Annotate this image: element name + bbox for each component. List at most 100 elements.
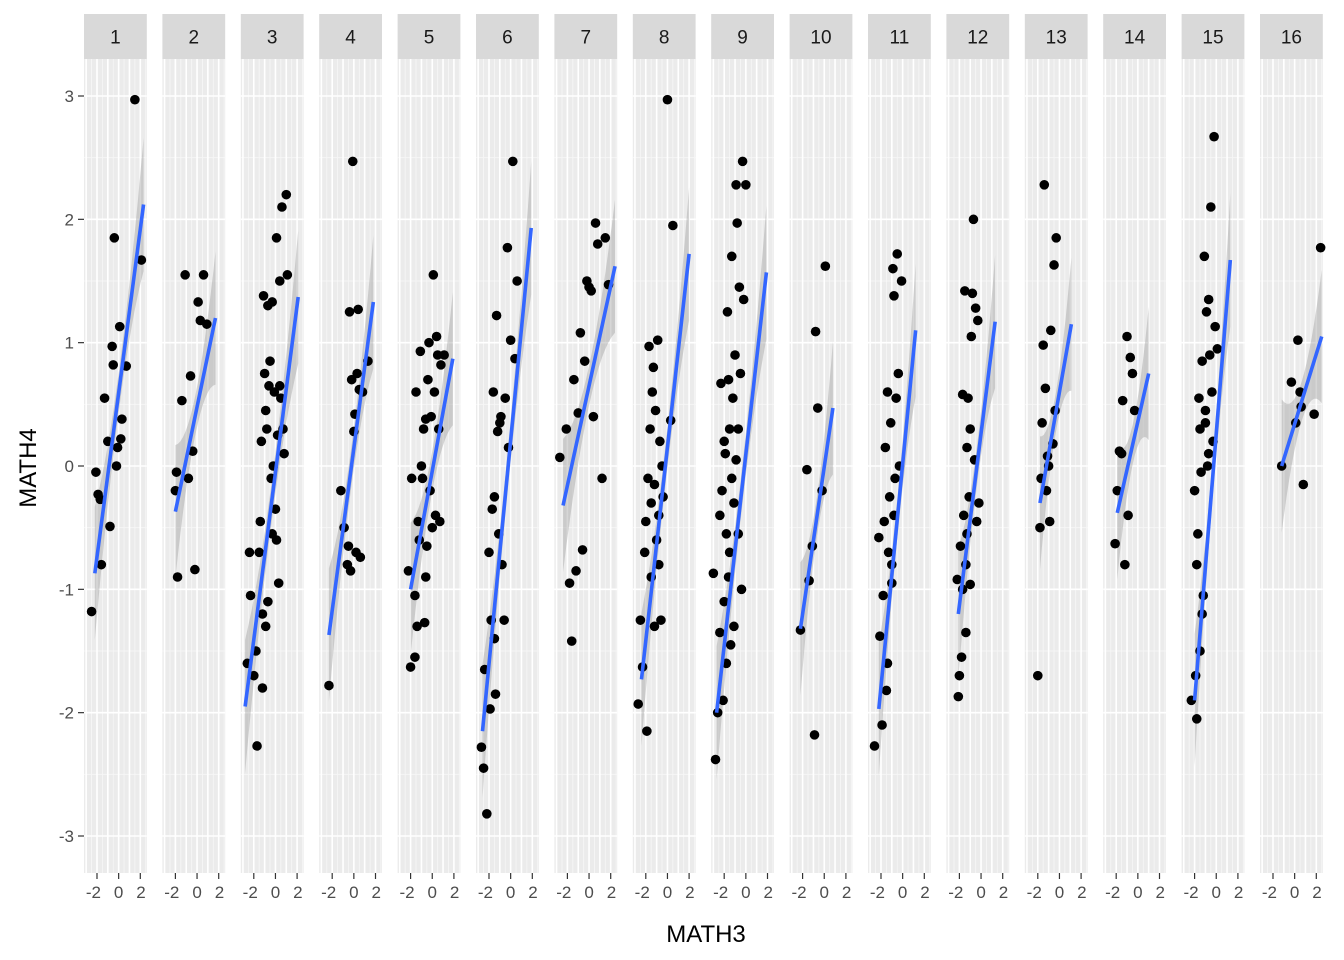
data-point — [878, 590, 888, 601]
data-point — [271, 535, 282, 545]
data-point — [491, 310, 502, 321]
data-point — [879, 516, 890, 527]
x-tick-label: 0 — [271, 883, 280, 902]
data-point — [952, 574, 963, 585]
data-point — [417, 473, 428, 484]
data-point — [877, 720, 887, 730]
facet-strip — [1181, 14, 1245, 59]
data-point — [282, 270, 293, 280]
data-point — [970, 303, 981, 313]
facet-panel-9: 9 — [708, 14, 774, 873]
data-point — [893, 368, 904, 379]
data-point — [738, 294, 749, 305]
data-point — [1196, 467, 1206, 477]
data-point — [1200, 418, 1211, 428]
data-point — [1207, 387, 1217, 397]
facet-strip — [789, 14, 853, 59]
data-point — [1127, 368, 1138, 379]
data-point — [1210, 321, 1220, 332]
x-axis-title: MATH3 — [666, 921, 746, 948]
data-point — [649, 621, 660, 632]
facet-panel-4: 4 — [319, 14, 382, 873]
data-point — [974, 498, 984, 508]
data-point — [956, 652, 967, 662]
x-tick-label: -2 — [164, 883, 179, 902]
data-point — [180, 270, 190, 280]
data-point — [715, 510, 725, 521]
data-point — [265, 356, 275, 366]
fit-line — [956, 321, 997, 615]
facet-strip — [632, 14, 696, 59]
data-point — [953, 691, 964, 702]
data-point — [484, 547, 494, 558]
data-point — [719, 596, 729, 607]
data-point — [730, 350, 740, 360]
data-point — [252, 741, 262, 751]
x-tick-label: 0 — [1133, 883, 1142, 902]
data-point — [91, 467, 101, 477]
data-point — [482, 809, 492, 819]
data-point — [1209, 131, 1219, 142]
data-point — [109, 233, 120, 243]
facet-strip — [1103, 14, 1166, 59]
data-point — [968, 214, 979, 225]
fit-line — [1115, 373, 1151, 514]
data-point — [1045, 325, 1056, 336]
x-tick-label: -2 — [478, 883, 493, 902]
data-point — [279, 448, 289, 459]
fit-line — [1279, 335, 1324, 467]
facet-panel-14: 14 — [1103, 14, 1166, 873]
facet-strip-label: 3 — [267, 28, 278, 49]
facet-strip-label: 9 — [737, 28, 748, 49]
x-tick-label: -2 — [713, 883, 728, 902]
data-point — [271, 233, 282, 243]
x-tick-label: 0 — [1055, 883, 1064, 902]
data-point — [256, 436, 267, 447]
data-point — [732, 218, 742, 228]
x-tick-label: 2 — [764, 883, 773, 902]
facet-panel-11: 11 — [868, 14, 931, 873]
fit-line — [877, 330, 918, 710]
x-tick-label: 2 — [607, 883, 616, 902]
data-point — [418, 424, 429, 434]
data-point — [722, 307, 733, 317]
data-point — [640, 516, 651, 527]
data-point — [1293, 335, 1303, 346]
data-point — [597, 473, 607, 484]
data-point — [725, 640, 736, 650]
x-tick-label: 2 — [920, 883, 929, 902]
data-point — [729, 621, 739, 632]
data-point — [257, 683, 268, 693]
data-point — [352, 368, 362, 379]
data-point — [973, 315, 983, 326]
x-tick-label: 0 — [349, 883, 358, 902]
data-point — [1112, 485, 1123, 496]
data-point — [426, 411, 436, 422]
data-point — [488, 387, 499, 397]
data-point — [649, 479, 660, 490]
data-point — [645, 424, 655, 434]
data-point — [647, 387, 658, 397]
data-point — [1202, 461, 1213, 471]
facet-panel-13: 13 — [1024, 14, 1088, 873]
facet-strip — [162, 14, 226, 59]
facet-panel-6: 6 — [476, 14, 539, 873]
data-point — [86, 606, 97, 617]
data-point — [172, 572, 183, 582]
data-point — [967, 288, 978, 299]
data-point — [248, 670, 259, 681]
data-point — [1032, 670, 1043, 681]
data-point — [324, 680, 334, 691]
data-point — [896, 276, 907, 286]
data-point — [347, 156, 358, 167]
y-tick-label: 1 — [65, 334, 74, 353]
data-point — [177, 395, 187, 406]
data-point — [642, 726, 652, 736]
data-point — [639, 547, 650, 558]
data-point — [261, 424, 272, 434]
data-point — [260, 405, 271, 416]
data-point — [1197, 356, 1207, 366]
data-point — [1315, 242, 1326, 253]
fit-line — [480, 227, 534, 732]
